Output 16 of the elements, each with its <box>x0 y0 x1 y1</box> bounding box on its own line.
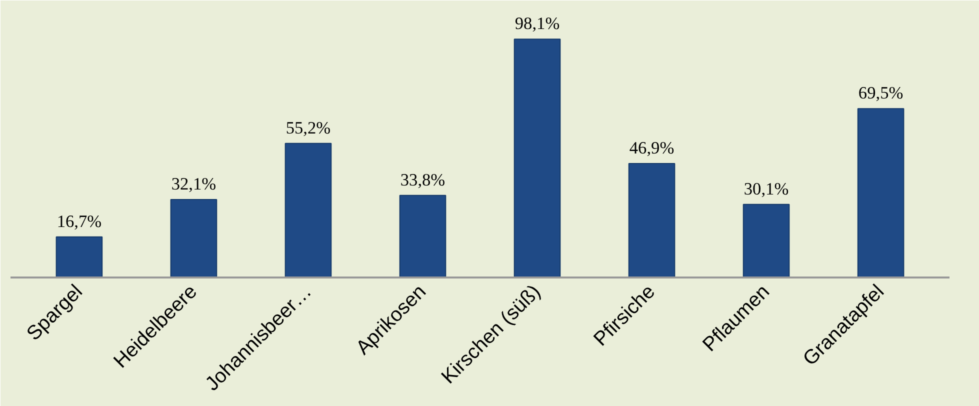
bar <box>399 194 446 278</box>
bar <box>284 142 332 278</box>
data-label: 33,8% <box>400 170 446 190</box>
data-label: 30,1% <box>744 179 789 198</box>
bar <box>170 198 218 278</box>
data-label: 16,7% <box>56 212 102 231</box>
bar <box>514 38 561 278</box>
bar <box>628 163 676 278</box>
bar <box>742 204 790 278</box>
data-label: 69,5% <box>858 84 904 103</box>
data-label: 98,1% <box>514 14 560 34</box>
bar <box>56 236 103 278</box>
data-label: 32,1% <box>171 174 216 194</box>
bar <box>857 108 904 278</box>
data-label: 46,9% <box>629 138 674 158</box>
data-label: 55,2% <box>286 118 331 138</box>
